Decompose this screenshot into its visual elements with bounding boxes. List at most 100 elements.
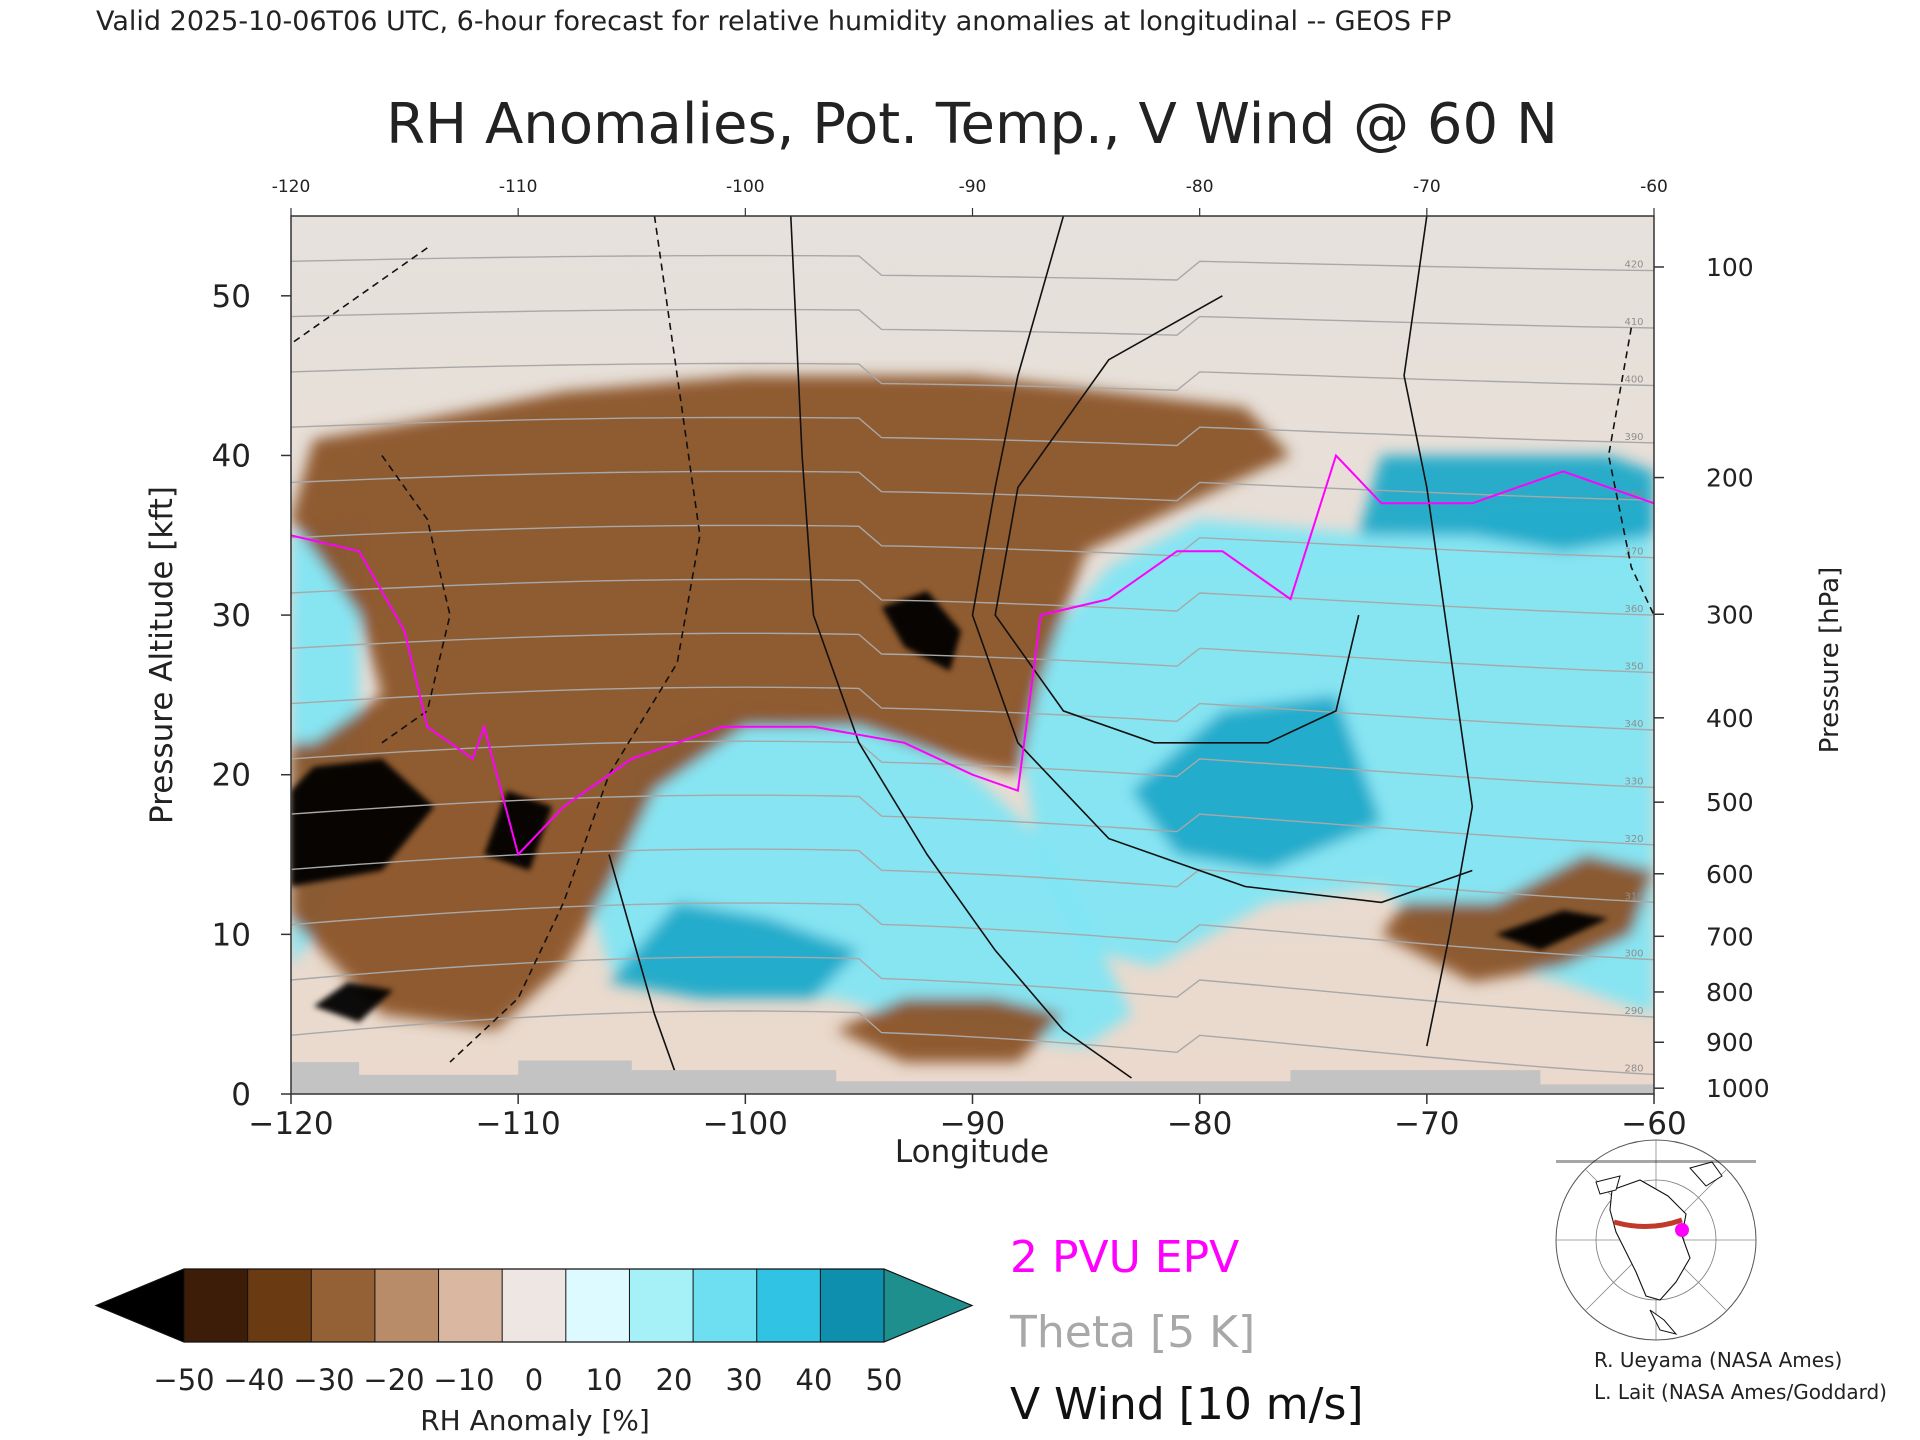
pressure-tick-label: 200 <box>1706 464 1754 493</box>
rh-anomaly-region-very-moist <box>609 902 859 999</box>
colorbar: −50 −40 −30 −20 −10 0 10 20 30 40 50 <box>94 1268 974 1397</box>
v-wind-contour <box>291 247 428 345</box>
x-tick-label: −90 <box>940 1106 1005 1142</box>
theta-contour-label: 360 <box>1624 604 1643 615</box>
y-tick-label: 50 <box>212 279 251 315</box>
theta-contour <box>291 416 1654 447</box>
colorbar-tick-label: −40 <box>223 1363 284 1397</box>
theta-contour-label: 370 <box>1624 547 1643 558</box>
pressure-tick-label: 900 <box>1706 1028 1754 1057</box>
colorbar-tick-label: 20 <box>656 1363 693 1397</box>
theta-contour <box>291 254 1654 281</box>
colorbar-low-arrow <box>96 1269 184 1342</box>
right-axis-title: Pressure [hPa] <box>1815 567 1845 754</box>
x-tick-label: −100 <box>703 1106 788 1142</box>
y-tick-label: 40 <box>212 438 251 474</box>
theta-contour-label: 280 <box>1624 1064 1643 1075</box>
y-tick-label: 10 <box>212 917 251 953</box>
colorbar-tick-label: −30 <box>293 1363 354 1397</box>
top-tick-label: -110 <box>499 177 538 197</box>
rh-anomaly-region-very-dry <box>291 758 435 887</box>
rh-anomaly-region-dry <box>291 375 1291 1031</box>
theta-contour <box>291 632 1654 674</box>
y-tick-label: 30 <box>212 598 251 634</box>
v-wind-contour <box>1403 216 1474 1047</box>
top-tick-label: -60 <box>1640 177 1668 197</box>
x-tick-label: −110 <box>476 1106 561 1142</box>
theta-contour <box>291 956 1654 1018</box>
top-tick-label: -80 <box>1186 177 1214 197</box>
pressure-tick-label: 800 <box>1706 978 1754 1007</box>
chart-title: RH Anomalies, Pot. Temp., V Wind @ 60 N <box>386 92 1558 157</box>
theta-contour <box>291 794 1654 846</box>
colorbar-tick-label: −20 <box>363 1363 424 1397</box>
v-wind-contour <box>381 455 451 744</box>
colorbar-tick-label: 40 <box>796 1363 833 1397</box>
theta-contour <box>291 308 1654 336</box>
theta-contour <box>291 740 1654 789</box>
colorbar-segment <box>756 1269 821 1342</box>
theta-contour-label: 290 <box>1624 1006 1643 1017</box>
top-tick-label: -90 <box>959 177 987 197</box>
x-tick-label: −120 <box>248 1106 333 1142</box>
colorbar-segment <box>374 1269 440 1342</box>
theta-contour <box>291 524 1654 559</box>
colorbar-tick-label: −50 <box>153 1363 214 1397</box>
theta-contour <box>291 902 1654 961</box>
x-tick-label: −70 <box>1394 1106 1459 1142</box>
wind-legend-label: V Wind [10 m/s] <box>1010 1379 1364 1430</box>
y-axis-title: Pressure Altitude [kft] <box>144 486 180 824</box>
colorbar-tick-label: 0 <box>525 1363 543 1397</box>
rh-anomaly-region-dry <box>836 998 1064 1063</box>
credit-line-2: L. Lait (NASA Ames/Goddard) <box>1594 1380 1887 1404</box>
pressure-tick-label: 700 <box>1706 922 1754 951</box>
theta-contour-label: 380 <box>1624 489 1643 500</box>
y-tick-label: 0 <box>231 1077 251 1113</box>
y-tick-label: 20 <box>212 758 251 794</box>
theta-contour-label: 400 <box>1624 374 1643 385</box>
pressure-tick-label: 500 <box>1706 788 1754 817</box>
theta-contour-label: 340 <box>1624 719 1643 730</box>
rh-anomaly-region-very-moist <box>1131 694 1382 871</box>
v-wind-contour <box>449 216 701 1063</box>
rh-anomaly-region-dry <box>1381 854 1654 983</box>
colorbar-segment <box>693 1269 758 1342</box>
rh-anomaly-region-very-dry <box>881 591 962 671</box>
v-wind-contour <box>971 216 1473 904</box>
v-wind-contour <box>790 216 1132 1079</box>
theta-contour-label: 330 <box>1624 776 1643 787</box>
colorbar-high-arrow <box>884 1269 972 1342</box>
rh-anomaly-region-very-dry <box>484 790 553 871</box>
location-marker <box>1675 1223 1689 1237</box>
epv-2pvu-contour <box>291 453 1654 857</box>
colorbar-segment <box>565 1269 630 1342</box>
x-tick-label: −60 <box>1621 1106 1686 1142</box>
v-wind-contour <box>1607 327 1654 616</box>
colorbar-segment <box>820 1269 885 1342</box>
terrain-mask <box>291 1060 1654 1094</box>
epv-legend-label: 2 PVU EPV <box>1010 1232 1239 1283</box>
colorbar-tick-label: 30 <box>726 1363 763 1397</box>
colorbar-segment <box>629 1269 694 1342</box>
pressure-tick-label: 1000 <box>1706 1074 1770 1103</box>
rh-anomaly-region-very-dry <box>1495 910 1609 951</box>
x-axis-title: Longitude <box>895 1134 1049 1170</box>
theta-contour-label: 310 <box>1624 891 1643 902</box>
theta-contour <box>291 686 1654 731</box>
theta-contour <box>291 578 1654 616</box>
theta-contour <box>291 362 1654 392</box>
top-tick-label: -100 <box>726 177 765 197</box>
pressure-tick-label: 600 <box>1706 860 1754 889</box>
theta-contour-label: 420 <box>1624 260 1643 271</box>
theta-contour <box>291 1010 1654 1076</box>
valid-time-header: Valid 2025-10-06T06 UTC, 6-hour forecast… <box>96 6 1451 37</box>
top-tick-label: -70 <box>1413 177 1441 197</box>
colorbar-segment <box>247 1269 312 1342</box>
colorbar-label: RH Anomaly [%] <box>420 1404 650 1437</box>
colorbar-segment <box>502 1269 567 1342</box>
colorbar-segment <box>438 1269 503 1342</box>
location-inset-map <box>1555 1139 1757 1341</box>
colorbar-tick-label: 10 <box>586 1363 623 1397</box>
top-tick-label: -120 <box>272 177 311 197</box>
